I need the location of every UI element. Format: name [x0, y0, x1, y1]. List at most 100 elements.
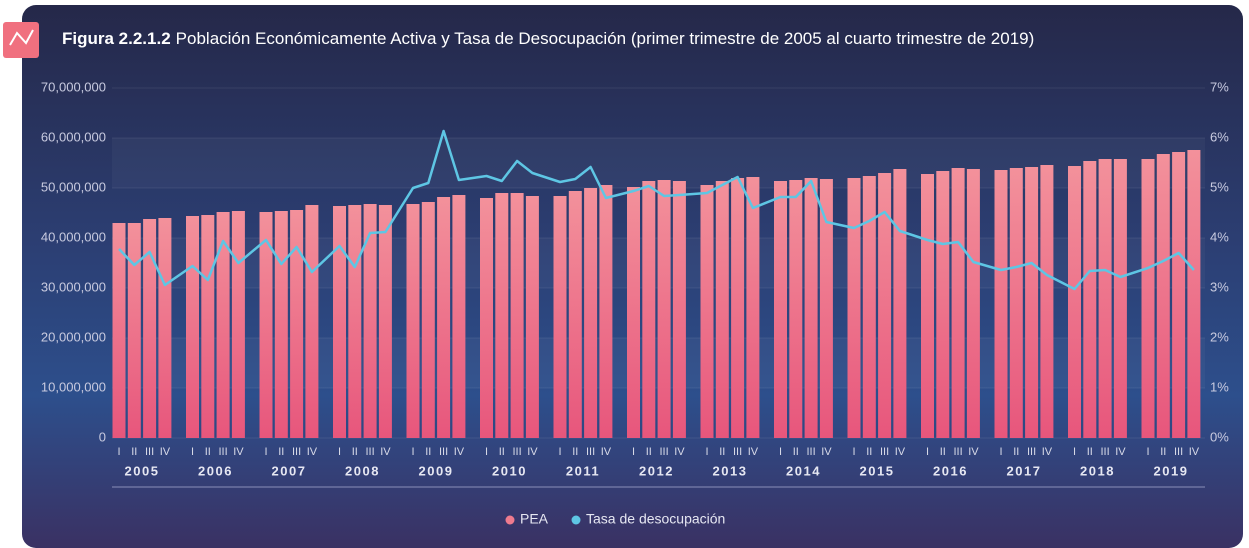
- x-tick-label: II: [425, 446, 431, 458]
- bar: [862, 176, 876, 438]
- y2-tick-label: 2%: [1210, 329, 1229, 344]
- x-tick-label: III: [219, 446, 228, 458]
- bar: [259, 212, 273, 438]
- bar: [966, 169, 980, 438]
- bar: [274, 211, 288, 438]
- year-label: 2012: [639, 463, 674, 478]
- x-tick-label: III: [1101, 446, 1110, 458]
- bar: [1098, 159, 1112, 438]
- x-tick-label: III: [1174, 446, 1183, 458]
- x-tick-label: III: [660, 446, 669, 458]
- x-tick-label: II: [1160, 446, 1166, 458]
- bar: [1009, 168, 1023, 438]
- bar: [363, 204, 377, 438]
- chart-title: Figura 2.2.1.2 Población Económicamente A…: [62, 29, 1034, 48]
- x-tick-label: III: [807, 446, 816, 458]
- year-label: 2015: [860, 463, 895, 478]
- legend-label: PEA: [520, 511, 549, 527]
- line: [118, 129, 1195, 291]
- y-tick-label: 60,000,000: [41, 129, 106, 144]
- bar: [746, 177, 760, 438]
- x-tick-label: III: [439, 446, 448, 458]
- bar: [127, 223, 141, 438]
- y2-tick-label: 5%: [1210, 179, 1229, 194]
- bar: [700, 185, 714, 438]
- bar: [495, 193, 509, 438]
- x-tick-label: II: [940, 446, 946, 458]
- y2-tick-label: 3%: [1210, 279, 1229, 294]
- year-label: 2009: [419, 463, 454, 478]
- x-tick-label: II: [646, 446, 652, 458]
- x-tick-label: II: [1087, 446, 1093, 458]
- x-tick-label: III: [366, 446, 375, 458]
- year-label: 2017: [1007, 463, 1042, 478]
- x-tick-label: IV: [160, 446, 171, 458]
- legend-label: Tasa de desocupación: [586, 511, 725, 527]
- x-tick-label: II: [205, 446, 211, 458]
- x-tick-label: IV: [601, 446, 612, 458]
- x-tick-label: IV: [527, 446, 538, 458]
- bar: [437, 197, 451, 438]
- bar: [1025, 167, 1039, 438]
- bar: [774, 181, 787, 438]
- icon-line: [9, 29, 34, 46]
- bar: [921, 174, 934, 438]
- x-tick-label: III: [292, 446, 301, 458]
- legend-marker: [571, 515, 581, 525]
- x-tick-label: II: [352, 446, 358, 458]
- x-tick-label: IV: [748, 446, 759, 458]
- year-label: 2019: [1154, 463, 1189, 478]
- x-tick-label: III: [145, 446, 154, 458]
- x-tick-label: II: [572, 446, 578, 458]
- x-tick-label: IV: [307, 446, 318, 458]
- y2-tick-label: 6%: [1210, 129, 1229, 144]
- bar: [1040, 165, 1054, 438]
- x-tick-label: I: [558, 446, 561, 458]
- x-tick-label: IV: [1115, 446, 1126, 458]
- bar: [378, 205, 392, 438]
- x-tick-label: II: [131, 446, 137, 458]
- x-tick-label: III: [586, 446, 595, 458]
- bar: [452, 195, 466, 438]
- y-tick-label: 70,000,000: [41, 79, 106, 94]
- year-label: 2010: [492, 463, 527, 478]
- x-tick-label: III: [733, 446, 742, 458]
- bar: [893, 169, 907, 438]
- bar: [231, 211, 245, 438]
- x-tick-label: IV: [968, 446, 979, 458]
- x-tick-label: I: [926, 446, 929, 458]
- bar: [1172, 152, 1186, 438]
- x-tick-label: IV: [674, 446, 685, 458]
- bar: [480, 198, 493, 438]
- bar: [305, 205, 319, 438]
- x-tick-label: I: [705, 446, 708, 458]
- bar: [1083, 161, 1097, 438]
- y2-tick-label: 1%: [1210, 379, 1229, 394]
- icon: [3, 22, 39, 58]
- x-tick-label: II: [866, 446, 872, 458]
- bar: [847, 178, 861, 438]
- x-tick-label: IV: [233, 446, 244, 458]
- x-tick-label: I: [632, 446, 635, 458]
- year-label: 2013: [713, 463, 748, 478]
- x-tick-label: I: [338, 446, 341, 458]
- bar: [1113, 159, 1127, 438]
- x-tick-label: I: [411, 446, 414, 458]
- x-tick-label: II: [278, 446, 284, 458]
- bar: [994, 170, 1008, 438]
- bar: [1068, 166, 1081, 438]
- y-tick-label: 20,000,000: [41, 329, 106, 344]
- x-tick-label: III: [1027, 446, 1036, 458]
- bar: [290, 210, 304, 438]
- bar: [510, 193, 524, 438]
- figure-label: Figura 2.2.1.2: [62, 29, 171, 48]
- x-tick-label: IV: [1189, 446, 1200, 458]
- bar: [657, 180, 671, 438]
- y-tick-label: 50,000,000: [41, 179, 106, 194]
- bar: [584, 188, 598, 438]
- bar: [599, 185, 613, 438]
- y2-tick-label: 7%: [1210, 79, 1229, 94]
- bar: [819, 179, 833, 438]
